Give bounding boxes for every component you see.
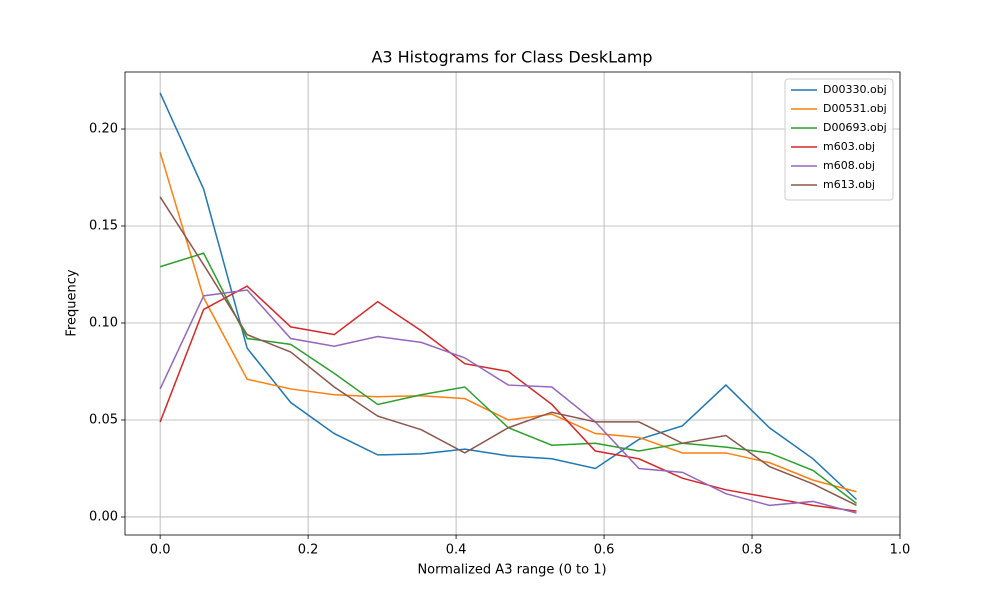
legend-label: m603.obj	[823, 140, 875, 153]
series-line	[159, 92, 858, 501]
chart-title: A3 Histograms for Class DeskLamp	[371, 48, 652, 67]
x-tick-label: 0.0	[150, 543, 171, 558]
series-line	[159, 285, 857, 512]
x-axis-label: Normalized A3 range (0 to 1)	[417, 563, 606, 578]
legend-label: D00531.obj	[823, 102, 887, 115]
legend-label: D00330.obj	[823, 83, 887, 96]
series-line	[159, 196, 857, 506]
legend-label: m613.obj	[823, 178, 875, 191]
x-tick-label: 0.2	[298, 543, 319, 558]
y-tick-label: 0.15	[89, 219, 118, 234]
series-line	[159, 152, 857, 493]
plot-frame	[124, 71, 901, 536]
series-line	[159, 289, 857, 514]
y-tick-label: 0.10	[89, 315, 118, 330]
x-tick-label: 1.0	[890, 543, 911, 558]
legend-label: m608.obj	[823, 159, 875, 172]
y-tick-label: 0.00	[89, 509, 118, 524]
x-tick-label: 0.6	[594, 543, 615, 558]
y-tick-label: 0.05	[89, 412, 118, 427]
legend-label: D00693.obj	[823, 121, 887, 134]
x-tick-label: 0.8	[742, 543, 763, 558]
x-tick-label: 0.4	[446, 543, 467, 558]
y-tick-label: 0.20	[89, 122, 118, 137]
y-axis-label: Frequency	[65, 269, 80, 336]
